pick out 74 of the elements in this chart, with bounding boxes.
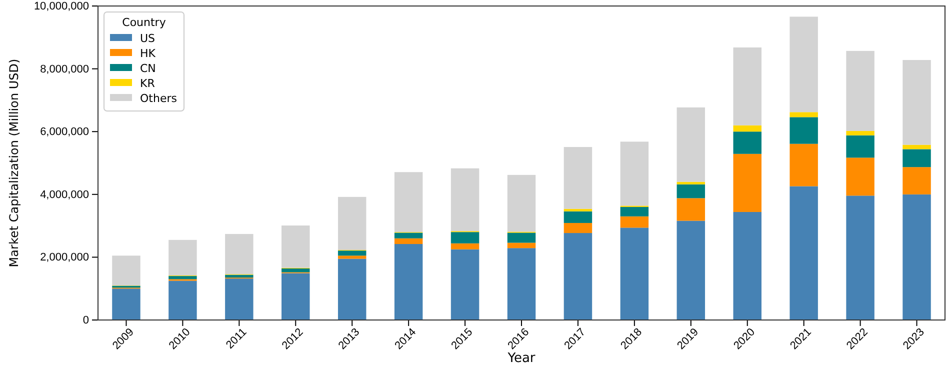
- bar: [846, 50, 874, 131]
- bar: [450, 232, 480, 244]
- bar: [620, 216, 649, 228]
- bar: [676, 107, 706, 182]
- bar: [450, 249, 480, 320]
- bar: [846, 196, 874, 320]
- bar: [450, 243, 480, 250]
- bar: [225, 278, 254, 320]
- bar: [168, 240, 197, 276]
- bar: [676, 184, 706, 198]
- bar: [394, 172, 423, 232]
- bar: [620, 206, 649, 216]
- legend-label: KR: [140, 77, 156, 90]
- bar: [902, 60, 931, 145]
- bar: [733, 132, 762, 154]
- bar: [790, 186, 818, 320]
- bar: [507, 232, 536, 243]
- bar: [450, 168, 480, 232]
- bar: [394, 232, 423, 238]
- bar: [225, 234, 254, 274]
- bar: [733, 212, 762, 320]
- bar: [338, 196, 366, 250]
- bar: [790, 112, 818, 118]
- bar: [168, 280, 197, 320]
- legend-title: Country: [122, 16, 166, 29]
- x-axis-title: Year: [506, 351, 536, 366]
- bar: [282, 273, 310, 320]
- bar: [902, 149, 931, 168]
- bar: [564, 222, 592, 234]
- y-tick-label: 6,000,000: [40, 126, 89, 138]
- bar: [507, 248, 536, 320]
- bar: [338, 250, 366, 256]
- bar: [564, 146, 592, 209]
- bar: [282, 268, 310, 272]
- bar: [790, 117, 818, 144]
- legend-label: CN: [140, 62, 156, 75]
- bar: [676, 220, 706, 320]
- bar: [394, 238, 423, 244]
- bar: [112, 288, 140, 320]
- bar: [733, 125, 762, 132]
- bar: [112, 256, 140, 286]
- bar: [564, 208, 592, 212]
- bar: [507, 174, 536, 232]
- legend-label: Others: [140, 92, 178, 105]
- y-tick-label: 10,000,000: [34, 0, 89, 13]
- bar: [168, 276, 197, 280]
- y-tick-label: 4,000,000: [40, 188, 89, 201]
- bar: [620, 228, 649, 320]
- bar: [902, 194, 931, 320]
- bar: [676, 182, 706, 184]
- y-tick-label: 0: [82, 314, 89, 327]
- y-tick-label: 8,000,000: [40, 63, 89, 76]
- bar: [564, 233, 592, 320]
- bar: [790, 16, 818, 112]
- bar: [846, 130, 874, 136]
- bar: [733, 154, 762, 212]
- legend-label: US: [140, 32, 156, 45]
- bar: [338, 256, 366, 259]
- bar: [394, 244, 423, 320]
- y-tick-label: 2,000,000: [40, 252, 89, 264]
- bar: [902, 144, 931, 150]
- legend-label: HK: [140, 47, 156, 60]
- bar: [902, 167, 931, 194]
- y-axis-title: Market Capitalization (Million USD): [7, 58, 21, 268]
- bar: [338, 258, 366, 320]
- bar: [733, 47, 762, 126]
- bar: [846, 158, 874, 196]
- bar: [564, 211, 592, 223]
- bar: [282, 225, 310, 268]
- bar: [676, 198, 706, 221]
- bar: [846, 135, 874, 158]
- bar: [620, 142, 649, 206]
- bar: [790, 144, 818, 186]
- bar: [507, 242, 536, 248]
